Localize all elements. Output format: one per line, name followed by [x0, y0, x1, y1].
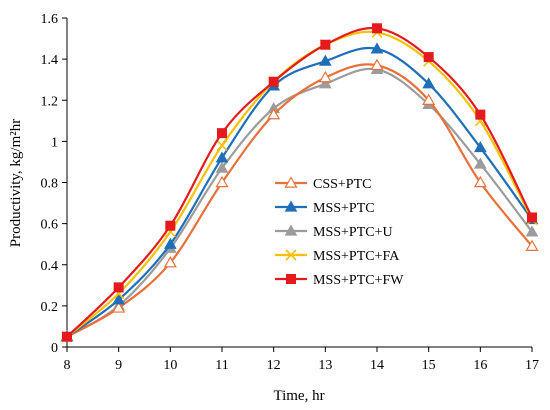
- data-point: [268, 76, 279, 87]
- y-tick-label: 0.4: [41, 259, 59, 274]
- legend-label: MSS+PTC+FA: [313, 249, 400, 264]
- data-point: [163, 237, 177, 249]
- marker-stroke: [216, 139, 228, 152]
- data-point: [422, 77, 436, 89]
- data-point: [165, 220, 176, 231]
- data-point: [267, 107, 281, 120]
- data-point: [215, 151, 229, 163]
- axes: 8 9 10 11 12 13 14 15 16 17 0 0.2 0.4 0.6 0.8 1 1.2 1.4 1.…: [41, 12, 540, 373]
- legend-label: MSS+PTC+FW: [313, 273, 404, 288]
- y-tick-label: 1.6: [41, 12, 59, 27]
- series-line: [66, 26, 533, 338]
- legend-entry: MSS+PTC+U: [275, 224, 393, 240]
- data-point: [320, 39, 331, 50]
- series-line: [66, 30, 533, 338]
- x-tick-label: 16: [473, 358, 487, 373]
- y-tick-label: 0.6: [41, 218, 59, 233]
- data-point: [62, 331, 72, 342]
- x-tick-label: 12: [267, 358, 281, 373]
- legend-marker: [285, 249, 297, 261]
- legend-entry: CSS+PTC: [275, 176, 371, 192]
- legend-marker: [286, 274, 296, 284]
- series-line: [66, 46, 533, 338]
- x-tick-label: 10: [163, 358, 177, 373]
- y-tick-label: 1.4: [41, 53, 59, 68]
- data-point: [473, 141, 487, 153]
- x-axis-title: Time, hr: [273, 388, 324, 404]
- data-point: [112, 293, 126, 305]
- data-point: [318, 54, 332, 66]
- legend-marker: [284, 200, 298, 212]
- y-tick-label: 0.8: [41, 177, 59, 192]
- data-point: [370, 42, 384, 54]
- y-tick-label: 1: [51, 135, 58, 150]
- legend-label: MSS+PTC+U: [313, 225, 393, 240]
- legend-label: MSS+PTC: [313, 201, 375, 216]
- marker-stroke: [285, 249, 297, 261]
- data-point: [216, 139, 228, 152]
- series-mss-ptc-fa: [61, 26, 538, 343]
- x-tick-label: 11: [215, 358, 228, 373]
- data-point: [163, 255, 177, 268]
- x-tick-label: 9: [115, 358, 122, 373]
- data-point: [112, 301, 126, 313]
- series-layer: [60, 23, 539, 343]
- series-line: [66, 67, 533, 338]
- legend-entry: MSS+PTC+FW: [275, 273, 404, 288]
- legend: CSS+PTC MSS+PTC MSS+PTC+U MSS+PTC+FA MSS+PTC…: [275, 176, 404, 288]
- legend-marker: [284, 176, 298, 188]
- legend-marker: [284, 224, 298, 236]
- y-tick-label: 1.2: [41, 94, 59, 109]
- legend-entry: MSS+PTC: [275, 200, 375, 216]
- legend-label: CSS+PTC: [313, 177, 371, 192]
- data-point: [113, 282, 124, 293]
- data-point: [372, 23, 382, 34]
- data-point: [527, 212, 537, 223]
- data-point: [217, 128, 227, 139]
- y-tick-label: 0.2: [41, 300, 59, 315]
- data-point: [318, 77, 332, 89]
- x-tick-label: 17: [525, 358, 539, 373]
- data-point: [525, 225, 539, 237]
- legend-entry: MSS+PTC+FA: [275, 249, 400, 264]
- y-axis-title: Productivity, kg/m²hr: [8, 119, 24, 248]
- series-line: [66, 63, 533, 338]
- x-tick-label: 15: [422, 358, 436, 373]
- data-point: [318, 70, 332, 83]
- series-mss-ptc-u: [60, 62, 539, 342]
- data-point: [215, 175, 229, 188]
- data-point: [525, 239, 539, 251]
- x-tick-label: 13: [318, 358, 332, 373]
- data-point: [473, 175, 487, 188]
- data-point: [475, 109, 486, 120]
- y-tick-label: 0: [51, 341, 58, 356]
- data-point: [422, 93, 436, 105]
- data-point: [370, 58, 384, 71]
- data-point: [473, 157, 487, 169]
- series-mss-ptc-fw: [62, 23, 537, 342]
- data-point: [423, 52, 434, 63]
- x-tick-label: 8: [64, 358, 71, 373]
- x-tick-label: 14: [370, 358, 384, 373]
- data-point: [215, 161, 229, 173]
